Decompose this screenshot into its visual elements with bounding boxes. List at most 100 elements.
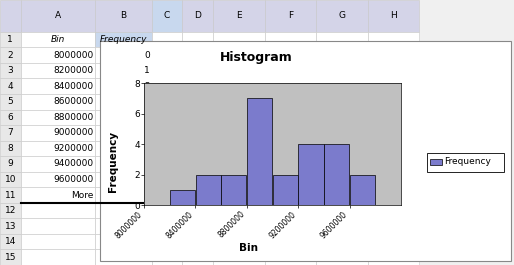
Bar bbox=[0, 218, 21, 234]
Bar bbox=[95, 32, 152, 47]
Bar bbox=[265, 141, 316, 156]
Bar bbox=[316, 218, 368, 234]
Bar bbox=[182, 172, 213, 187]
Bar bbox=[95, 94, 152, 109]
Text: 9600000: 9600000 bbox=[53, 175, 94, 184]
Bar bbox=[0, 32, 21, 47]
Text: 1: 1 bbox=[7, 35, 13, 44]
Bar bbox=[368, 234, 419, 249]
Bar bbox=[95, 47, 152, 63]
Bar bbox=[265, 203, 316, 218]
Bar bbox=[368, 156, 419, 172]
Bar bbox=[316, 125, 368, 141]
Text: 15: 15 bbox=[5, 253, 16, 262]
Bar bbox=[21, 218, 95, 234]
Bar bbox=[152, 47, 182, 63]
Bar bbox=[0, 94, 21, 109]
Bar bbox=[265, 94, 316, 109]
Bar bbox=[0, 63, 21, 78]
Bar bbox=[182, 47, 213, 63]
Bar bbox=[0, 187, 21, 203]
Text: 10: 10 bbox=[5, 175, 16, 184]
Text: 7: 7 bbox=[7, 128, 13, 137]
Bar bbox=[0, 0, 21, 32]
Text: 2: 2 bbox=[144, 175, 150, 184]
Bar bbox=[213, 63, 265, 78]
Bar bbox=[316, 32, 368, 47]
Bar bbox=[265, 249, 316, 265]
Bar bbox=[21, 78, 95, 94]
Bar bbox=[95, 125, 152, 141]
Bar bbox=[316, 109, 368, 125]
Text: F: F bbox=[288, 11, 293, 20]
Text: 14: 14 bbox=[5, 237, 16, 246]
Bar bbox=[152, 78, 182, 94]
Bar bbox=[316, 156, 368, 172]
Bar bbox=[265, 187, 316, 203]
Bar bbox=[316, 203, 368, 218]
Bar bbox=[21, 63, 95, 78]
Text: 8800000: 8800000 bbox=[53, 113, 94, 122]
Bar bbox=[152, 141, 182, 156]
Bar bbox=[0, 141, 21, 156]
Bar bbox=[213, 156, 265, 172]
Bar bbox=[316, 234, 368, 249]
Text: Frequency: Frequency bbox=[445, 157, 491, 166]
Bar bbox=[182, 218, 213, 234]
Bar bbox=[0, 156, 21, 172]
Bar bbox=[213, 32, 265, 47]
Bar bbox=[0, 172, 21, 187]
Bar bbox=[247, 98, 272, 205]
Bar bbox=[0, 78, 21, 94]
Bar bbox=[182, 78, 213, 94]
Bar bbox=[21, 156, 95, 172]
Text: 2: 2 bbox=[144, 82, 150, 91]
Bar bbox=[21, 109, 95, 125]
Bar bbox=[95, 78, 152, 94]
Bar bbox=[213, 172, 265, 187]
Bar bbox=[265, 47, 316, 63]
Bar bbox=[368, 78, 419, 94]
Text: 8200000: 8200000 bbox=[53, 66, 94, 75]
Text: D: D bbox=[194, 11, 201, 20]
Text: A: A bbox=[55, 11, 61, 20]
Bar bbox=[213, 187, 265, 203]
Bar bbox=[222, 175, 247, 205]
Bar bbox=[21, 203, 95, 218]
Bar bbox=[182, 249, 213, 265]
Text: 2: 2 bbox=[144, 128, 150, 137]
Bar bbox=[21, 47, 95, 63]
Bar bbox=[368, 0, 419, 32]
Bar bbox=[95, 249, 152, 265]
Bar bbox=[95, 234, 152, 249]
Bar bbox=[265, 32, 316, 47]
Bar bbox=[265, 156, 316, 172]
Text: H: H bbox=[390, 11, 397, 20]
Bar bbox=[95, 156, 152, 172]
Bar bbox=[95, 187, 152, 203]
Bar bbox=[95, 141, 152, 156]
Bar bbox=[265, 125, 316, 141]
Text: 1: 1 bbox=[144, 66, 150, 75]
Bar bbox=[213, 47, 265, 63]
Bar bbox=[95, 172, 152, 187]
Bar bbox=[95, 32, 152, 47]
Text: E: E bbox=[236, 11, 242, 20]
Bar bbox=[213, 109, 265, 125]
Bar bbox=[368, 47, 419, 63]
Bar bbox=[316, 172, 368, 187]
Bar bbox=[0, 234, 21, 249]
Bar bbox=[316, 187, 368, 203]
Bar bbox=[95, 203, 152, 218]
Bar bbox=[213, 141, 265, 156]
Bar bbox=[265, 0, 316, 32]
Text: Bin: Bin bbox=[239, 243, 258, 253]
Bar bbox=[95, 125, 152, 141]
Text: 2: 2 bbox=[144, 97, 150, 106]
Bar bbox=[152, 172, 182, 187]
Text: 9000000: 9000000 bbox=[53, 128, 94, 137]
Bar bbox=[21, 187, 95, 203]
Bar bbox=[182, 141, 213, 156]
Text: 4: 4 bbox=[144, 160, 150, 169]
Bar bbox=[152, 249, 182, 265]
